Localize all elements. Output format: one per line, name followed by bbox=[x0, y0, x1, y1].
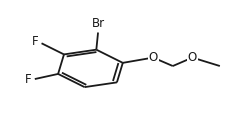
Text: F: F bbox=[25, 73, 32, 86]
Text: O: O bbox=[148, 51, 157, 64]
Text: O: O bbox=[187, 51, 196, 64]
Text: Br: Br bbox=[91, 17, 104, 30]
Text: F: F bbox=[32, 35, 38, 48]
